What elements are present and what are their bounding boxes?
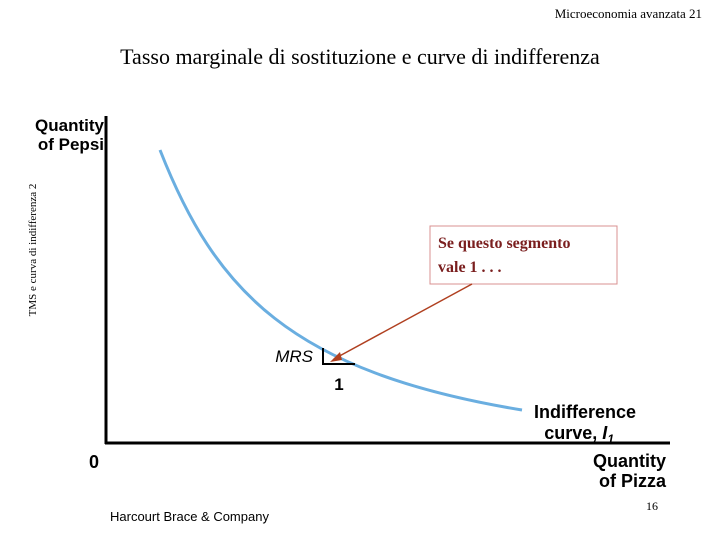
callout-arrowhead (330, 352, 342, 362)
mrs-step (322, 348, 355, 365)
y-axis-label: Quantity (35, 116, 104, 135)
curve-label-text: curve, (544, 423, 597, 443)
x-axis-label: of Pizza (599, 471, 667, 491)
indifference-curve (158, 149, 523, 412)
slide-title: Tasso marginale di sostituzione e curve … (120, 44, 600, 69)
x-axis-label: Quantity (593, 451, 666, 471)
y-axis-label: of Pepsi (38, 135, 104, 154)
running-head: Microeconomia avanzata 21 (555, 6, 702, 21)
callout-text: Se questo segmento (438, 235, 570, 252)
callout-text: vale 1 . . . (438, 259, 502, 276)
curve-subscript: 1 (607, 432, 614, 446)
segment-label: 1 (334, 375, 343, 394)
mrs-label: MRS (275, 347, 313, 366)
origin-label: 0 (89, 452, 99, 472)
publisher: Harcourt Brace & Company (110, 509, 269, 524)
curve-name: I (602, 423, 608, 443)
callout-arrow (333, 283, 473, 360)
side-note: TMS e curva di indifferenza 2 (27, 184, 39, 317)
callout-box (429, 225, 618, 285)
page-number: 16 (646, 499, 658, 513)
curve-label: curve, I1 (544, 423, 614, 446)
curve-label: Indifference (534, 402, 636, 422)
